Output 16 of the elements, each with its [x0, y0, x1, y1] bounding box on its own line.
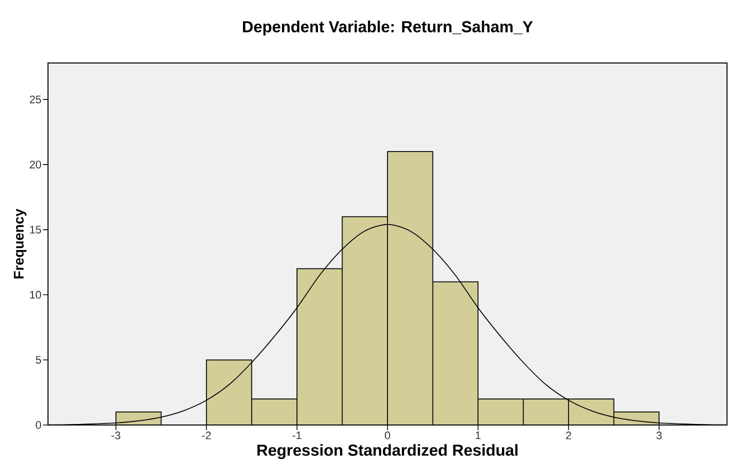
x-tick-label: -1: [292, 432, 302, 440]
y-tick-label: 0: [36, 421, 42, 429]
y-axis-title: Frequency: [14, 208, 26, 278]
x-tick-label: 1: [476, 432, 481, 440]
y-tick-label: 20: [30, 160, 42, 168]
x-tick-label: -2: [202, 432, 211, 440]
x-tick-label: 2: [566, 432, 572, 440]
x-axis-title: Regression Standardized Residual: [257, 444, 518, 460]
x-tick-label: 0: [384, 432, 390, 440]
x-tick-label: -3: [112, 432, 120, 440]
chart-title: Dependent Variable: Return_Saham_Y: [242, 20, 533, 36]
y-tick-label: 5: [36, 356, 42, 364]
y-tick-label: 10: [30, 290, 42, 299]
y-tick-label: 25: [30, 96, 42, 104]
y-tick-label: 15: [30, 226, 42, 234]
x-tick-label: 3: [656, 432, 662, 440]
